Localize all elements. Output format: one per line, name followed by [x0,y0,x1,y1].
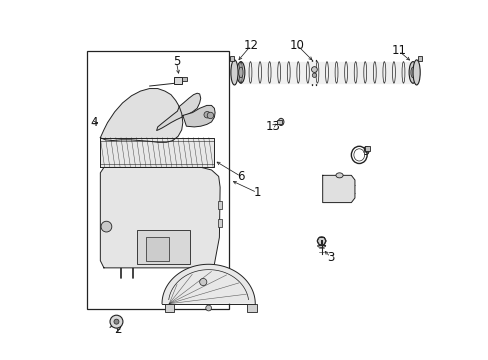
Text: 10: 10 [289,39,305,52]
Text: 11: 11 [390,44,406,57]
Text: 2: 2 [114,323,122,336]
Ellipse shape [230,60,238,85]
Text: 13: 13 [265,120,280,133]
Ellipse shape [412,60,419,85]
Text: 12: 12 [243,39,258,52]
Ellipse shape [335,173,343,178]
Bar [87,51,228,309]
Ellipse shape [278,118,284,126]
Text: 8: 8 [323,190,330,203]
Bar [230,56,233,61]
Bar [276,120,281,124]
Bar [364,146,369,150]
Ellipse shape [238,67,243,78]
Text: 6: 6 [237,170,244,183]
Bar [417,56,421,61]
Bar [182,77,186,81]
Circle shape [199,278,206,285]
Circle shape [101,221,112,232]
Circle shape [311,67,317,72]
Polygon shape [322,175,354,203]
Circle shape [317,237,325,245]
Bar [145,237,169,261]
Bar [164,304,174,312]
Polygon shape [100,138,214,167]
Polygon shape [100,89,183,142]
Bar [137,230,190,264]
Circle shape [110,315,122,328]
Circle shape [114,319,119,324]
Bar [174,77,182,84]
Text: 4: 4 [91,116,98,129]
Circle shape [205,305,211,311]
Circle shape [312,73,316,77]
Bar [247,304,256,312]
Polygon shape [162,264,255,304]
Circle shape [207,112,213,119]
Text: 3: 3 [326,251,334,264]
Text: 9: 9 [362,145,369,158]
Ellipse shape [408,62,416,83]
Ellipse shape [317,244,325,247]
Polygon shape [183,105,215,127]
Polygon shape [156,93,201,131]
Text: 1: 1 [253,186,260,199]
Polygon shape [100,167,220,268]
Bar [217,219,222,227]
Text: 5: 5 [172,55,180,68]
Ellipse shape [237,62,244,83]
Text: 7: 7 [190,285,198,298]
Circle shape [203,112,210,118]
Ellipse shape [410,67,414,78]
Polygon shape [241,62,412,83]
Bar [217,201,222,210]
